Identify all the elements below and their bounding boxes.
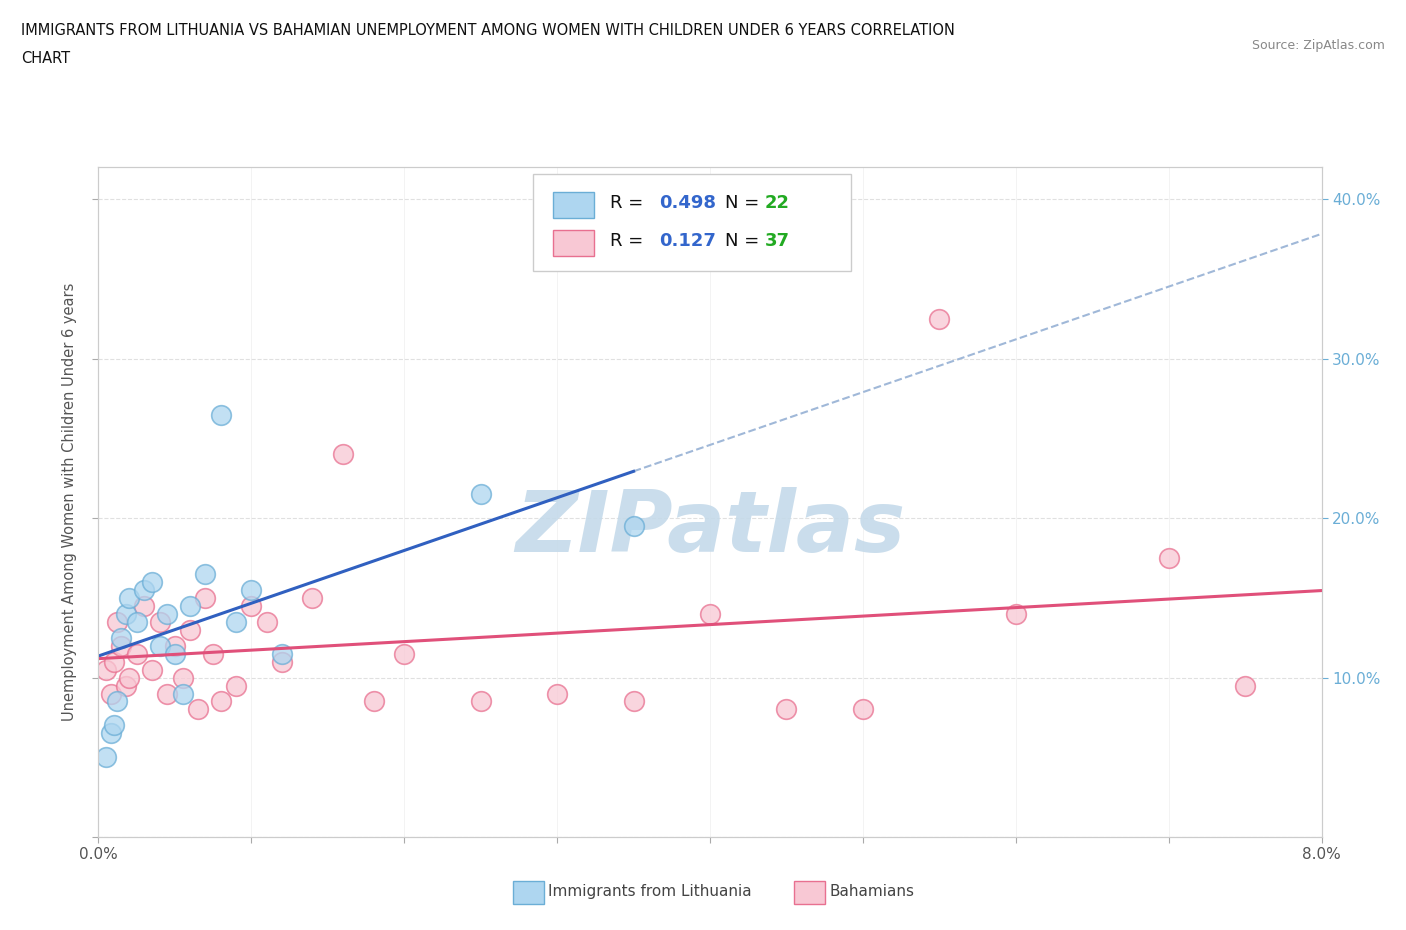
Point (115, 678, 138, 693)
Point (94, 750, 117, 764)
Point (110, 638, 132, 653)
Point (103, 654, 125, 669)
Point (270, 654, 294, 669)
FancyBboxPatch shape (554, 231, 593, 256)
Point (209, 407, 232, 422)
Point (470, 694, 492, 709)
Point (125, 646, 148, 661)
Text: 0.498: 0.498 (658, 193, 716, 212)
Text: R =: R = (610, 193, 648, 212)
Point (149, 638, 172, 653)
Text: R =: R = (610, 232, 654, 250)
Point (852, 702, 875, 717)
Point (156, 686, 179, 701)
Text: 0.127: 0.127 (658, 232, 716, 250)
Point (209, 694, 232, 709)
Text: Bahamians: Bahamians (830, 884, 914, 899)
Point (163, 638, 186, 653)
Point (172, 686, 194, 701)
Point (332, 447, 354, 462)
Point (470, 486, 492, 501)
Point (546, 686, 568, 701)
Point (125, 615, 148, 630)
Point (100, 686, 122, 701)
Text: N =: N = (724, 232, 765, 250)
Point (1157, 551, 1180, 565)
Point (225, 678, 247, 693)
Point (94, 662, 117, 677)
Point (103, 718, 125, 733)
Point (363, 694, 385, 709)
Text: N =: N = (724, 193, 765, 212)
Point (179, 622, 201, 637)
Y-axis label: Unemployment Among Women with Children Under 6 years: Unemployment Among Women with Children U… (62, 283, 77, 722)
Point (134, 582, 156, 597)
Point (156, 606, 179, 621)
Point (149, 615, 172, 630)
Point (775, 702, 797, 717)
Point (163, 646, 186, 661)
FancyBboxPatch shape (533, 174, 851, 272)
Point (256, 615, 278, 630)
Point (179, 598, 201, 613)
Point (1234, 678, 1257, 693)
Point (240, 598, 263, 613)
Text: 37: 37 (765, 232, 790, 250)
Point (141, 662, 163, 677)
Point (392, 646, 416, 661)
Text: Immigrants from Lithuania: Immigrants from Lithuania (548, 884, 752, 899)
Point (134, 598, 156, 613)
Point (110, 631, 132, 645)
Point (105, 615, 128, 630)
Point (118, 671, 141, 685)
Text: Source: ZipAtlas.com: Source: ZipAtlas.com (1251, 39, 1385, 52)
Point (623, 694, 645, 709)
Point (225, 615, 247, 630)
Point (141, 575, 163, 590)
Point (1004, 606, 1026, 621)
Text: ZIPatlas: ZIPatlas (515, 487, 905, 570)
Point (623, 519, 645, 534)
Text: IMMIGRANTS FROM LITHUANIA VS BAHAMIAN UNEMPLOYMENT AMONG WOMEN WITH CHILDREN UND: IMMIGRANTS FROM LITHUANIA VS BAHAMIAN UN… (21, 23, 955, 38)
Text: CHART: CHART (21, 51, 70, 66)
Point (115, 606, 138, 621)
Point (194, 566, 217, 581)
FancyBboxPatch shape (554, 193, 593, 218)
Point (699, 606, 721, 621)
Point (194, 591, 217, 605)
Point (270, 646, 294, 661)
Point (187, 702, 209, 717)
Point (118, 591, 141, 605)
Point (240, 582, 263, 597)
Point (301, 591, 323, 605)
Text: 22: 22 (765, 193, 790, 212)
Point (100, 726, 122, 741)
Point (928, 312, 950, 326)
Point (202, 646, 225, 661)
Point (105, 694, 128, 709)
Point (172, 671, 194, 685)
